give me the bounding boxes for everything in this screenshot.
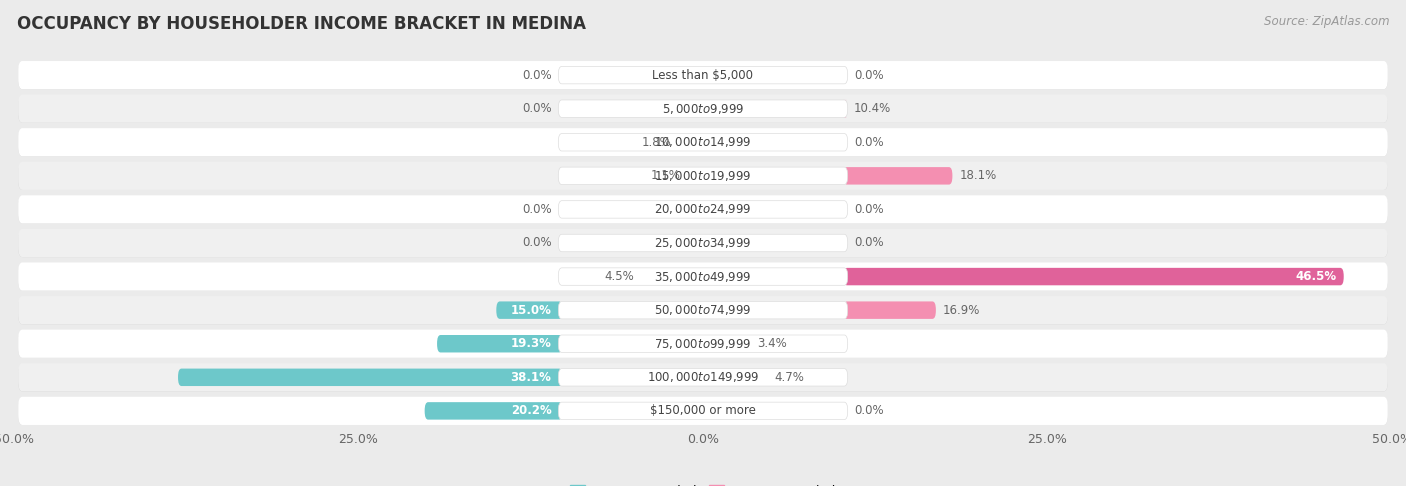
FancyBboxPatch shape [844,268,1344,285]
FancyBboxPatch shape [558,335,848,352]
FancyBboxPatch shape [18,332,1388,358]
FancyBboxPatch shape [18,95,1388,123]
Text: $15,000 to $19,999: $15,000 to $19,999 [654,169,752,183]
FancyBboxPatch shape [18,365,1388,391]
FancyBboxPatch shape [558,368,848,386]
Text: 20.2%: 20.2% [510,404,551,417]
FancyBboxPatch shape [18,296,1388,324]
FancyBboxPatch shape [18,298,1388,324]
Text: 0.0%: 0.0% [855,69,884,82]
FancyBboxPatch shape [18,97,1388,123]
Text: 15.0%: 15.0% [510,304,551,317]
Text: $20,000 to $24,999: $20,000 to $24,999 [654,203,752,216]
FancyBboxPatch shape [496,301,562,319]
FancyBboxPatch shape [18,198,1388,224]
FancyBboxPatch shape [558,67,848,84]
FancyBboxPatch shape [18,195,1388,224]
Text: $25,000 to $34,999: $25,000 to $34,999 [654,236,752,250]
FancyBboxPatch shape [558,167,848,185]
FancyBboxPatch shape [558,100,848,118]
FancyBboxPatch shape [18,363,1388,391]
Text: 1.8%: 1.8% [641,136,671,149]
Text: 4.5%: 4.5% [605,270,634,283]
FancyBboxPatch shape [842,100,846,118]
FancyBboxPatch shape [558,402,848,419]
FancyBboxPatch shape [18,399,1388,425]
FancyBboxPatch shape [18,262,1388,291]
FancyBboxPatch shape [558,301,848,319]
Text: $5,000 to $9,999: $5,000 to $9,999 [662,102,744,116]
Text: 1.1%: 1.1% [651,169,681,182]
FancyBboxPatch shape [18,162,1388,190]
FancyBboxPatch shape [18,63,1388,89]
FancyBboxPatch shape [437,335,562,352]
Text: OCCUPANCY BY HOUSEHOLDER INCOME BRACKET IN MEDINA: OCCUPANCY BY HOUSEHOLDER INCOME BRACKET … [17,15,586,33]
FancyBboxPatch shape [558,134,848,151]
FancyBboxPatch shape [18,128,1388,156]
Text: $75,000 to $99,999: $75,000 to $99,999 [654,337,752,351]
FancyBboxPatch shape [844,301,936,319]
FancyBboxPatch shape [18,330,1388,358]
FancyBboxPatch shape [18,164,1388,190]
FancyBboxPatch shape [18,265,1388,291]
FancyBboxPatch shape [18,229,1388,257]
FancyBboxPatch shape [425,402,562,419]
Text: 18.1%: 18.1% [959,169,997,182]
Text: $150,000 or more: $150,000 or more [650,404,756,417]
Text: 10.4%: 10.4% [853,102,890,115]
FancyBboxPatch shape [18,131,1388,156]
Legend: Owner-occupied, Renter-occupied: Owner-occupied, Renter-occupied [565,480,841,486]
Text: $50,000 to $74,999: $50,000 to $74,999 [654,303,752,317]
FancyBboxPatch shape [18,397,1388,425]
Text: 0.0%: 0.0% [522,237,551,249]
FancyBboxPatch shape [18,231,1388,257]
Text: 4.7%: 4.7% [775,371,804,384]
Text: $35,000 to $49,999: $35,000 to $49,999 [654,270,752,283]
Text: 0.0%: 0.0% [522,102,551,115]
Text: 46.5%: 46.5% [1296,270,1337,283]
Text: 38.1%: 38.1% [510,371,551,384]
Text: 0.0%: 0.0% [522,203,551,216]
Text: $100,000 to $149,999: $100,000 to $149,999 [647,370,759,384]
Text: 0.0%: 0.0% [855,203,884,216]
Text: 0.0%: 0.0% [855,136,884,149]
Text: Less than $5,000: Less than $5,000 [652,69,754,82]
Text: 3.4%: 3.4% [756,337,786,350]
FancyBboxPatch shape [558,268,848,285]
Text: 16.9%: 16.9% [943,304,980,317]
Text: 19.3%: 19.3% [510,337,551,350]
Text: Source: ZipAtlas.com: Source: ZipAtlas.com [1264,15,1389,28]
Text: 0.0%: 0.0% [522,69,551,82]
FancyBboxPatch shape [844,167,952,185]
Text: 0.0%: 0.0% [855,237,884,249]
Text: $10,000 to $14,999: $10,000 to $14,999 [654,135,752,149]
Text: 0.0%: 0.0% [855,404,884,417]
FancyBboxPatch shape [558,234,848,252]
FancyBboxPatch shape [179,368,562,386]
FancyBboxPatch shape [18,61,1388,89]
FancyBboxPatch shape [558,201,848,218]
